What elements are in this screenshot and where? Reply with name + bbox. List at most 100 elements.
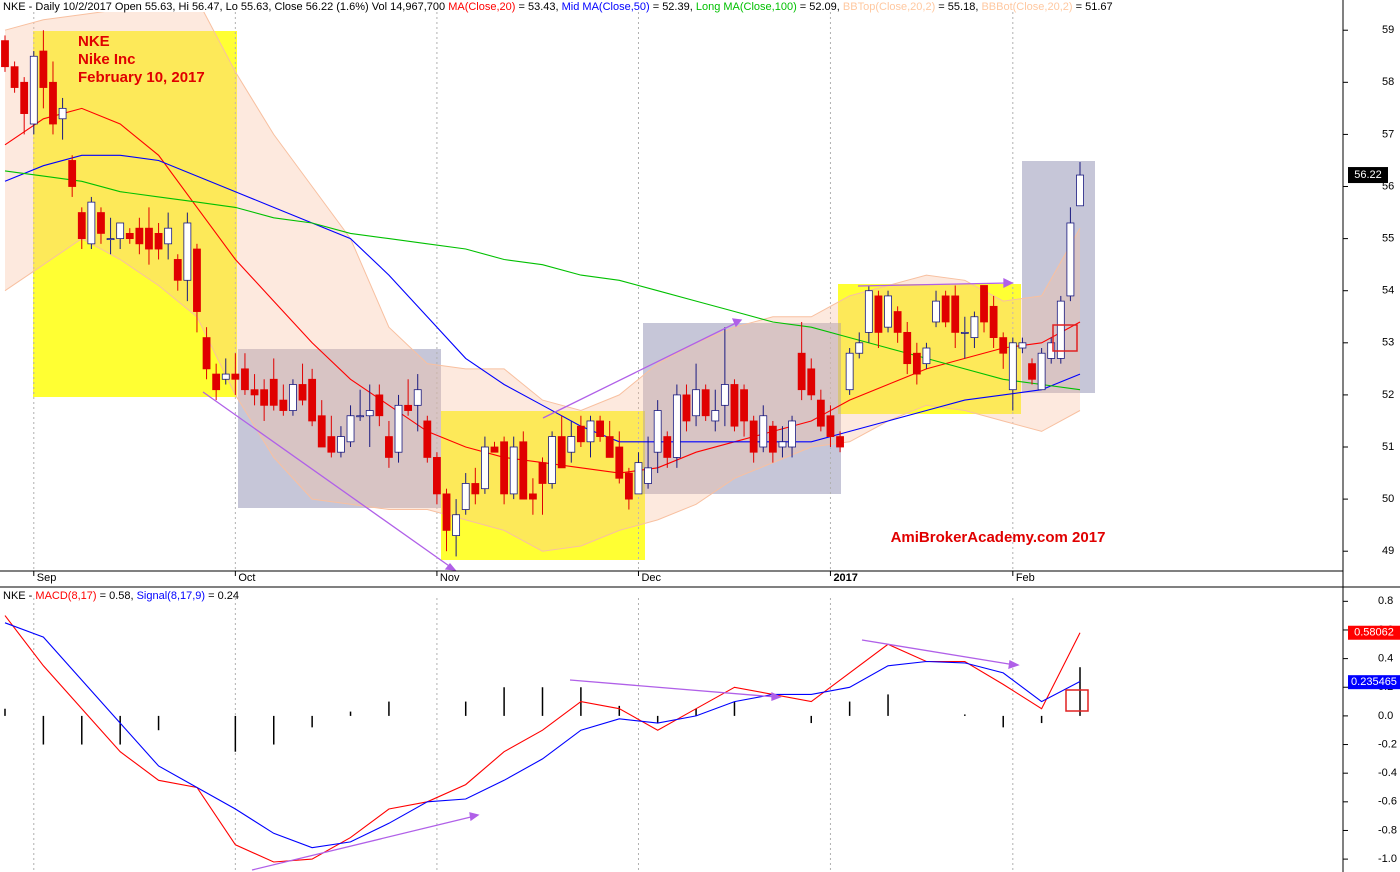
- candle-body: [481, 446, 489, 490]
- macd-line: [4, 615, 1081, 863]
- range-box: [33, 31, 237, 397]
- candle-body: [605, 436, 614, 458]
- candle-body: [845, 352, 854, 391]
- candle-body: [1008, 342, 1017, 391]
- candle-body: [193, 248, 201, 312]
- candle-body: [327, 436, 336, 453]
- candle-body: [788, 420, 796, 448]
- y-tick-label: -0.6: [1378, 796, 1397, 808]
- candle-body: [39, 50, 48, 88]
- arrow-head: [444, 562, 457, 571]
- candle-body: [980, 285, 988, 323]
- candle-body: [125, 233, 134, 240]
- watermark: AmiBrokerAcademy.com 2017: [891, 529, 1106, 546]
- candle-body: [385, 436, 393, 458]
- trend-arrow: [251, 815, 476, 871]
- y-tick-label: 57: [1382, 128, 1394, 140]
- candle-body: [269, 378, 278, 406]
- header-segment: Mid MA(Close,50): [562, 1, 650, 13]
- candle-body: [903, 331, 912, 365]
- candle-body: [1076, 174, 1084, 207]
- candle-body: [260, 389, 269, 406]
- candle-body: [586, 420, 595, 443]
- header-segment: Signal(8,17,9): [137, 590, 206, 602]
- candle-body: [212, 373, 221, 391]
- candle-body: [490, 446, 499, 453]
- x-tick-label: Nov: [440, 572, 460, 584]
- candle-body: [49, 81, 57, 125]
- candle-body: [375, 394, 384, 417]
- y-tick-label: 51: [1382, 441, 1394, 453]
- candle-body: [970, 316, 979, 338]
- candle-body: [528, 493, 537, 500]
- candle-body: [740, 389, 748, 422]
- candle-body: [1018, 342, 1027, 349]
- x-tick-label: 2017: [833, 572, 857, 584]
- candle-body: [202, 337, 211, 370]
- candle-body: [893, 311, 902, 333]
- candle-body: [106, 238, 115, 241]
- header-segment: = 55.18,: [935, 1, 981, 13]
- trend-arrow: [861, 639, 1016, 666]
- annotation: February 10, 2017: [78, 69, 205, 86]
- candle-body: [989, 305, 998, 338]
- candle-body: [29, 55, 38, 125]
- y-tick-label: 0.8: [1378, 595, 1393, 607]
- bollinger-bottom: [4, 238, 1081, 552]
- candle-body: [154, 233, 163, 250]
- y-tick-label: 54: [1382, 285, 1394, 297]
- candle-body: [77, 212, 86, 240]
- header-segment: MACD(8,17): [35, 590, 96, 602]
- candle-body: [855, 342, 864, 354]
- candle-body: [58, 107, 67, 120]
- candle-body: [394, 404, 403, 453]
- candle-body: [298, 384, 307, 401]
- candle-body: [509, 446, 518, 495]
- candle-body: [807, 368, 816, 396]
- candle-body: [279, 399, 288, 411]
- candle-body: [672, 394, 681, 458]
- candle-body: [711, 410, 720, 422]
- arrow-head: [1003, 277, 1014, 289]
- candle-body: [337, 436, 345, 453]
- candle-body: [461, 483, 470, 510]
- candle-body: [241, 368, 249, 391]
- header: NKE - MACD(8,17) = 0.58, Signal(8,17,9) …: [3, 590, 239, 602]
- candle-body: [932, 300, 940, 323]
- candle-body: [183, 222, 192, 281]
- price-tag: [1348, 167, 1388, 184]
- candle-body: [912, 352, 921, 375]
- y-tick-label: 59: [1382, 24, 1394, 36]
- candle-body: [653, 410, 662, 453]
- candle-body: [221, 373, 230, 380]
- candle-body: [317, 415, 326, 448]
- candle-body: [1066, 222, 1075, 297]
- header-segment: = 52.09,: [797, 1, 843, 13]
- candle-body: [173, 259, 182, 281]
- bollinger-band-fill: [5, 12, 1080, 552]
- y-tick-label: 0.0: [1378, 710, 1393, 722]
- arrow-head: [771, 691, 782, 701]
- x-tick-label: Oct: [238, 572, 255, 584]
- candle-body: [289, 384, 297, 411]
- header-segment: BBBot(Close,20,2): [981, 1, 1072, 13]
- candle-body: [145, 227, 153, 250]
- arrow-head: [731, 318, 743, 328]
- candle-body: [97, 212, 105, 234]
- candle-body: [730, 384, 739, 427]
- candle-body: [452, 514, 461, 536]
- signal-box: [1065, 689, 1089, 712]
- candle-body: [308, 378, 317, 422]
- header-segment: = 52.39,: [650, 1, 696, 13]
- candle-body: [922, 347, 931, 365]
- arrow-head: [1008, 660, 1020, 669]
- signal-box: [1052, 324, 1078, 352]
- y-tick-label: 55: [1382, 233, 1394, 245]
- candle-body: [836, 436, 844, 448]
- candle-body: [884, 295, 892, 328]
- value-tag: [1348, 675, 1400, 690]
- header-segment: = 51.67: [1073, 1, 1113, 13]
- candle-body: [644, 467, 652, 484]
- candle-body: [682, 394, 691, 422]
